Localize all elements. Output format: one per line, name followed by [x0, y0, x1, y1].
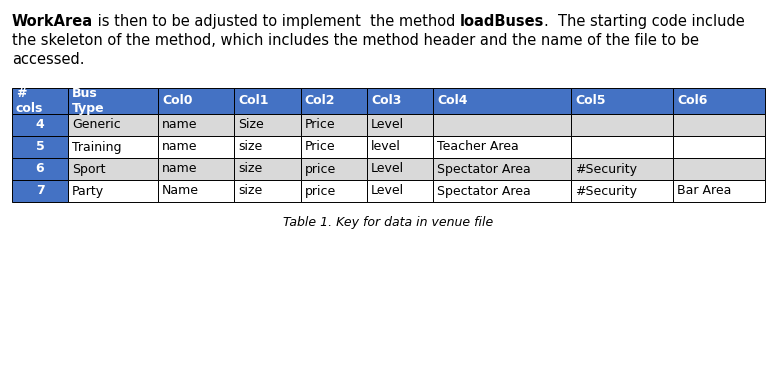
Text: Size: Size	[239, 119, 264, 131]
Text: price: price	[305, 163, 336, 175]
Text: Generic: Generic	[72, 119, 121, 131]
Bar	[158, 88, 235, 114]
Bar	[158, 114, 235, 136]
Text: name: name	[162, 119, 197, 131]
Text: 4: 4	[36, 119, 44, 131]
Text: Col2: Col2	[305, 94, 335, 108]
Text: #Security: #Security	[575, 163, 637, 175]
Text: #Security: #Security	[575, 185, 637, 197]
Text: Spectator Area: Spectator Area	[437, 163, 531, 175]
Bar	[301, 136, 367, 158]
Text: Level: Level	[371, 185, 404, 197]
Bar	[68, 158, 158, 180]
Bar	[235, 158, 301, 180]
Bar	[12, 114, 68, 136]
Bar	[434, 136, 571, 158]
Bar	[367, 114, 434, 136]
Bar	[68, 114, 158, 136]
Bar	[12, 136, 68, 158]
Bar	[235, 180, 301, 202]
Text: WorkArea: WorkArea	[12, 14, 93, 29]
Bar	[301, 158, 367, 180]
Bar	[158, 136, 235, 158]
Bar	[158, 158, 235, 180]
Bar	[434, 180, 571, 202]
Bar	[673, 158, 765, 180]
Bar	[673, 114, 765, 136]
Text: Price: Price	[305, 141, 336, 153]
Text: Bus
Type: Bus Type	[72, 87, 105, 115]
Text: #
cols: # cols	[16, 87, 44, 115]
Text: .  The starting code include: . The starting code include	[545, 14, 745, 29]
Text: size: size	[239, 185, 263, 197]
Text: 7: 7	[36, 185, 44, 197]
Bar	[571, 114, 673, 136]
Text: Spectator Area: Spectator Area	[437, 185, 531, 197]
Bar	[673, 88, 765, 114]
Text: level: level	[371, 141, 401, 153]
Bar	[301, 114, 367, 136]
Text: size: size	[239, 163, 263, 175]
Text: Party: Party	[72, 185, 104, 197]
Text: Name: Name	[162, 185, 199, 197]
Bar	[673, 136, 765, 158]
Bar	[301, 180, 367, 202]
Bar	[12, 180, 68, 202]
Bar	[367, 158, 434, 180]
Text: Col3: Col3	[371, 94, 402, 108]
Bar	[68, 88, 158, 114]
Text: Col6: Col6	[678, 94, 708, 108]
Bar	[235, 114, 301, 136]
Text: 6: 6	[36, 163, 44, 175]
Text: name: name	[162, 141, 197, 153]
Text: Level: Level	[371, 119, 404, 131]
Text: Col1: Col1	[239, 94, 269, 108]
Text: is then to be adjusted to implement  the method: is then to be adjusted to implement the …	[93, 14, 460, 29]
Text: Price: Price	[305, 119, 336, 131]
Text: Col4: Col4	[437, 94, 468, 108]
Bar	[434, 158, 571, 180]
Text: size: size	[239, 141, 263, 153]
Bar	[68, 136, 158, 158]
Bar	[68, 180, 158, 202]
Bar	[367, 180, 434, 202]
Bar	[434, 114, 571, 136]
Text: 5: 5	[36, 141, 44, 153]
Text: Teacher Area: Teacher Area	[437, 141, 519, 153]
Text: accessed.: accessed.	[12, 52, 85, 67]
Text: Col5: Col5	[575, 94, 605, 108]
Bar	[434, 88, 571, 114]
Bar	[301, 88, 367, 114]
Bar	[367, 136, 434, 158]
Text: Level: Level	[371, 163, 404, 175]
Bar	[571, 88, 673, 114]
Bar	[158, 180, 235, 202]
Bar	[571, 180, 673, 202]
Bar	[673, 180, 765, 202]
Text: Bar Area: Bar Area	[678, 185, 732, 197]
Bar	[12, 158, 68, 180]
Text: price: price	[305, 185, 336, 197]
Bar	[571, 136, 673, 158]
Text: loadBuses: loadBuses	[460, 14, 545, 29]
Text: Training: Training	[72, 141, 122, 153]
Text: the skeleton of the method, which includes the method header and the name of the: the skeleton of the method, which includ…	[12, 33, 699, 48]
Text: Table 1. Key for data in venue file: Table 1. Key for data in venue file	[284, 216, 493, 229]
Text: Sport: Sport	[72, 163, 106, 175]
Text: name: name	[162, 163, 197, 175]
Bar	[235, 136, 301, 158]
Bar	[367, 88, 434, 114]
Bar	[571, 158, 673, 180]
Bar	[12, 88, 68, 114]
Text: Col0: Col0	[162, 94, 193, 108]
Bar	[235, 88, 301, 114]
